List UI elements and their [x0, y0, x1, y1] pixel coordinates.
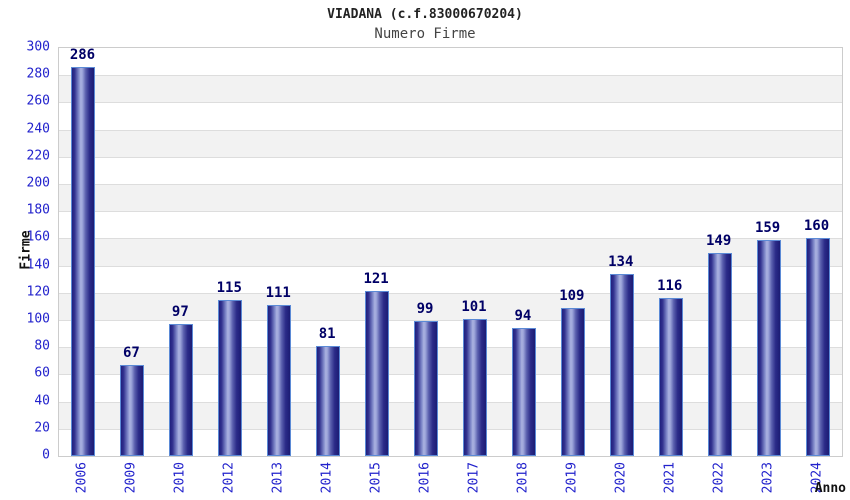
x-tick-label: 2010 [172, 462, 188, 494]
bar-2009 [120, 364, 145, 456]
x-tick-label: 2015 [368, 462, 384, 494]
bar-2018 [511, 328, 536, 456]
bar-value-label: 99 [416, 301, 434, 318]
y-tick-label: 260 [26, 93, 50, 109]
bar-value-label: 134 [608, 253, 634, 270]
x-tick-label: 2013 [270, 462, 286, 494]
y-tick-label: 280 [26, 66, 50, 82]
chart-title: VIADANA (c.f.83000670204) [327, 7, 523, 22]
plot-band [59, 156, 842, 184]
bar-value-label: 109 [559, 287, 585, 304]
bar-2017 [462, 318, 487, 456]
y-tick-label: 0 [42, 447, 50, 463]
x-tick-label: 2009 [123, 462, 139, 494]
x-tick-label: 2014 [319, 462, 335, 494]
bar-2014 [316, 345, 341, 456]
y-axis-title: Firme [18, 230, 34, 270]
x-tick-label: 2018 [515, 462, 531, 494]
bar-value-label: 149 [706, 233, 732, 250]
gridline [59, 401, 842, 403]
gridline [59, 428, 842, 430]
x-tick-label: 2023 [760, 462, 776, 494]
plot-band [59, 211, 842, 239]
bar-value-label: 160 [803, 218, 830, 235]
y-tick-label: 100 [26, 311, 50, 327]
y-tick-label: 180 [26, 202, 50, 218]
y-tick-label: 60 [34, 365, 50, 381]
y-tick-label: 140 [26, 257, 50, 273]
bar-2010 [169, 324, 194, 456]
bar-value-label: 81 [318, 325, 336, 342]
bar-2023 [756, 239, 781, 456]
bar-2020 [609, 273, 634, 456]
gridline [59, 129, 842, 131]
y-tick-label: 160 [26, 229, 50, 245]
gridline [59, 238, 842, 240]
bar-2006 [71, 67, 96, 456]
x-tick-label: 2017 [466, 462, 482, 494]
bar-2012 [218, 299, 243, 456]
bar-2021 [658, 298, 683, 456]
bar-value-label: 116 [657, 278, 683, 295]
gridline [59, 156, 842, 158]
x-tick-label: 2020 [613, 462, 629, 494]
x-tick-label: 2012 [221, 462, 237, 494]
bar-value-label: 115 [216, 279, 242, 296]
y-tick-label: 220 [26, 148, 50, 164]
bar-value-label: 159 [754, 219, 781, 236]
y-tick-label: 300 [26, 39, 50, 55]
y-tick-label: 240 [26, 121, 50, 137]
bar-value-label: 101 [461, 298, 487, 315]
bar-2016 [414, 321, 439, 456]
plot-area [58, 47, 843, 457]
y-tick-label: 80 [34, 338, 50, 354]
x-tick-label: 2021 [662, 462, 678, 494]
bar-2019 [560, 307, 585, 456]
gridline [59, 374, 842, 376]
gridline [59, 347, 842, 349]
x-tick-label: 2022 [711, 462, 727, 494]
x-axis-title: Anno [814, 481, 846, 496]
gridline [59, 292, 842, 294]
gridline [59, 184, 842, 185]
bar-value-label: 67 [122, 344, 140, 361]
plot-band [59, 102, 842, 130]
gridline [59, 211, 842, 213]
bar-value-label: 97 [171, 304, 189, 321]
x-tick-label: 2016 [417, 462, 433, 494]
plot-band [59, 48, 842, 76]
plot-band [59, 184, 842, 212]
bar-2013 [267, 305, 292, 456]
chart-subtitle: Numero Firme [374, 26, 476, 42]
bar-value-label: 286 [69, 47, 96, 64]
y-tick-label: 120 [26, 284, 50, 300]
y-tick-label: 20 [34, 420, 50, 436]
bar-value-label: 111 [265, 285, 291, 302]
y-tick-label: 200 [26, 175, 50, 191]
bar-2015 [365, 291, 390, 456]
plot-band [59, 75, 842, 103]
gridline [59, 102, 842, 104]
bar-value-label: 94 [514, 308, 532, 325]
gridline [59, 75, 842, 77]
plot-band [59, 129, 842, 157]
x-tick-label: 2006 [74, 462, 90, 494]
bar-2024 [805, 238, 830, 456]
x-tick-label: 2019 [564, 462, 580, 494]
bar-value-label: 121 [363, 271, 389, 288]
bar-2022 [707, 253, 732, 456]
gridline [59, 320, 842, 321]
y-tick-label: 40 [34, 393, 50, 409]
gridline [59, 265, 842, 267]
